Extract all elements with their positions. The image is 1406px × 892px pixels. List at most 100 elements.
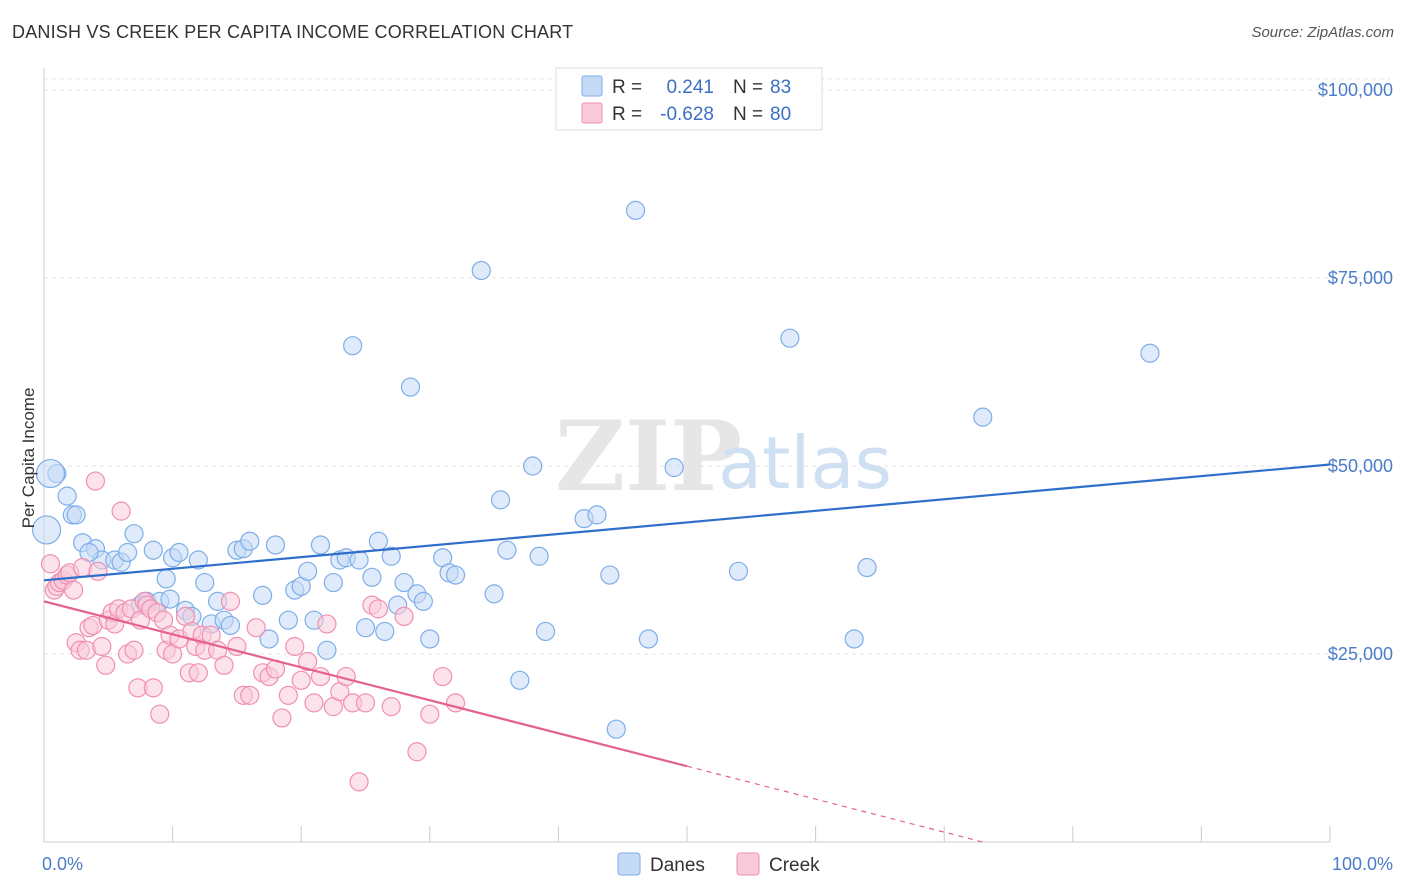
danes-point (240, 531, 260, 551)
creek-point (368, 599, 388, 619)
legend-r-value-creek: -0.628 (660, 104, 714, 125)
chart-source: Source: ZipAtlas.com (1251, 24, 1394, 41)
danes-point (484, 584, 504, 604)
danes-point (375, 621, 395, 642)
creek-point (63, 580, 84, 600)
danes-point (625, 200, 646, 220)
x-tick-labels: 0.0% 100.0% (42, 854, 1393, 874)
danes-point (413, 591, 433, 611)
creek-point (433, 666, 453, 687)
danes-point (445, 565, 466, 585)
danes-point (156, 569, 176, 589)
creek-trend-line-extension (686, 765, 983, 843)
creek-point (394, 606, 414, 627)
series-legend-swatch-creek (736, 852, 760, 876)
watermark-atlas: atlas (718, 421, 892, 505)
creek-point (240, 685, 260, 705)
danes-point (362, 567, 382, 587)
creek-point (355, 693, 376, 713)
series-legend-label-danes: Danes (650, 855, 705, 876)
danes-point (638, 629, 659, 649)
danes-point (844, 629, 864, 649)
legend-n-label-danes: N = (733, 77, 763, 98)
danes-point (349, 550, 369, 570)
danes-point (259, 629, 279, 649)
chart-title: DANISH VS CREEK PER CAPITA INCOME CORREL… (12, 22, 574, 42)
creek-point (246, 618, 266, 638)
danes-point (497, 540, 517, 560)
danes-point (195, 572, 215, 593)
creek-point (214, 655, 234, 675)
creek-point (111, 501, 131, 521)
danes-point (143, 540, 163, 560)
legend-swatch-danes (581, 75, 603, 97)
legend-n-value-danes: 83 (770, 77, 791, 98)
danes-point (471, 260, 491, 281)
axes (43, 68, 1331, 843)
danes-point (355, 618, 376, 638)
danes-point (66, 505, 86, 525)
danes-point (124, 524, 144, 544)
creek-point (143, 678, 163, 698)
legend-r-label-creek: R = (612, 104, 642, 125)
danes-point (188, 550, 208, 570)
danes-point (169, 542, 189, 563)
creek-point (420, 704, 440, 724)
danes-point (606, 719, 626, 739)
y-tick-label: $100,000 (1318, 80, 1393, 100)
danes-point (420, 629, 440, 649)
danes-point (664, 457, 684, 478)
watermark-zip: ZIP (555, 400, 742, 513)
danes-point (265, 535, 286, 555)
danes-point (343, 336, 363, 356)
creek-trend-line (43, 600, 688, 768)
creek-point (317, 614, 337, 634)
creek-point (407, 742, 427, 762)
danes-point (490, 490, 511, 510)
trend-lines (43, 463, 1331, 843)
danes-point (160, 589, 180, 609)
legend-r-value-danes: 0.241 (666, 77, 714, 98)
danes-point (323, 572, 343, 593)
danes-point (600, 565, 620, 585)
danes-point (368, 531, 388, 551)
y-tick-label: $75,000 (1328, 268, 1393, 288)
legend-n-label-creek: N = (733, 104, 763, 125)
danes-point (117, 542, 138, 563)
danes-point (973, 407, 993, 427)
series-legend: Danes Creek (617, 852, 820, 876)
danes-point (298, 561, 318, 581)
danes-point (510, 670, 530, 690)
grid (44, 78, 1390, 655)
danes-point (220, 615, 241, 636)
danes-point (253, 585, 273, 605)
creek-point (304, 693, 324, 713)
creek-point (285, 636, 305, 657)
creek-point (291, 670, 311, 690)
creek-point (150, 704, 170, 724)
y-tick-label: $25,000 (1328, 644, 1393, 664)
danes-point (310, 535, 331, 555)
creek-point (40, 554, 61, 574)
stats-legend: R = 0.241 N = 83 R = -0.628 N = 80 (555, 67, 823, 131)
danes-point (317, 640, 337, 660)
danes-point (529, 546, 549, 566)
creek-point (272, 708, 292, 728)
y-tick-label: $50,000 (1328, 456, 1393, 476)
creek-point (85, 471, 106, 491)
legend-r-label-danes: R = (612, 77, 642, 98)
danes-point (35, 458, 66, 489)
creek-point (92, 636, 112, 657)
danes-point (523, 456, 543, 476)
danes-point (400, 377, 421, 397)
creek-point (220, 591, 241, 611)
creek-point (349, 772, 369, 792)
legend-swatch-creek (581, 102, 603, 124)
creek-point (124, 640, 144, 660)
data-points (31, 200, 1160, 792)
danes-trend-line (43, 463, 1331, 582)
danes-point (780, 328, 800, 348)
legend-n-value-creek: 80 (770, 104, 791, 125)
danes-point (1140, 343, 1160, 363)
